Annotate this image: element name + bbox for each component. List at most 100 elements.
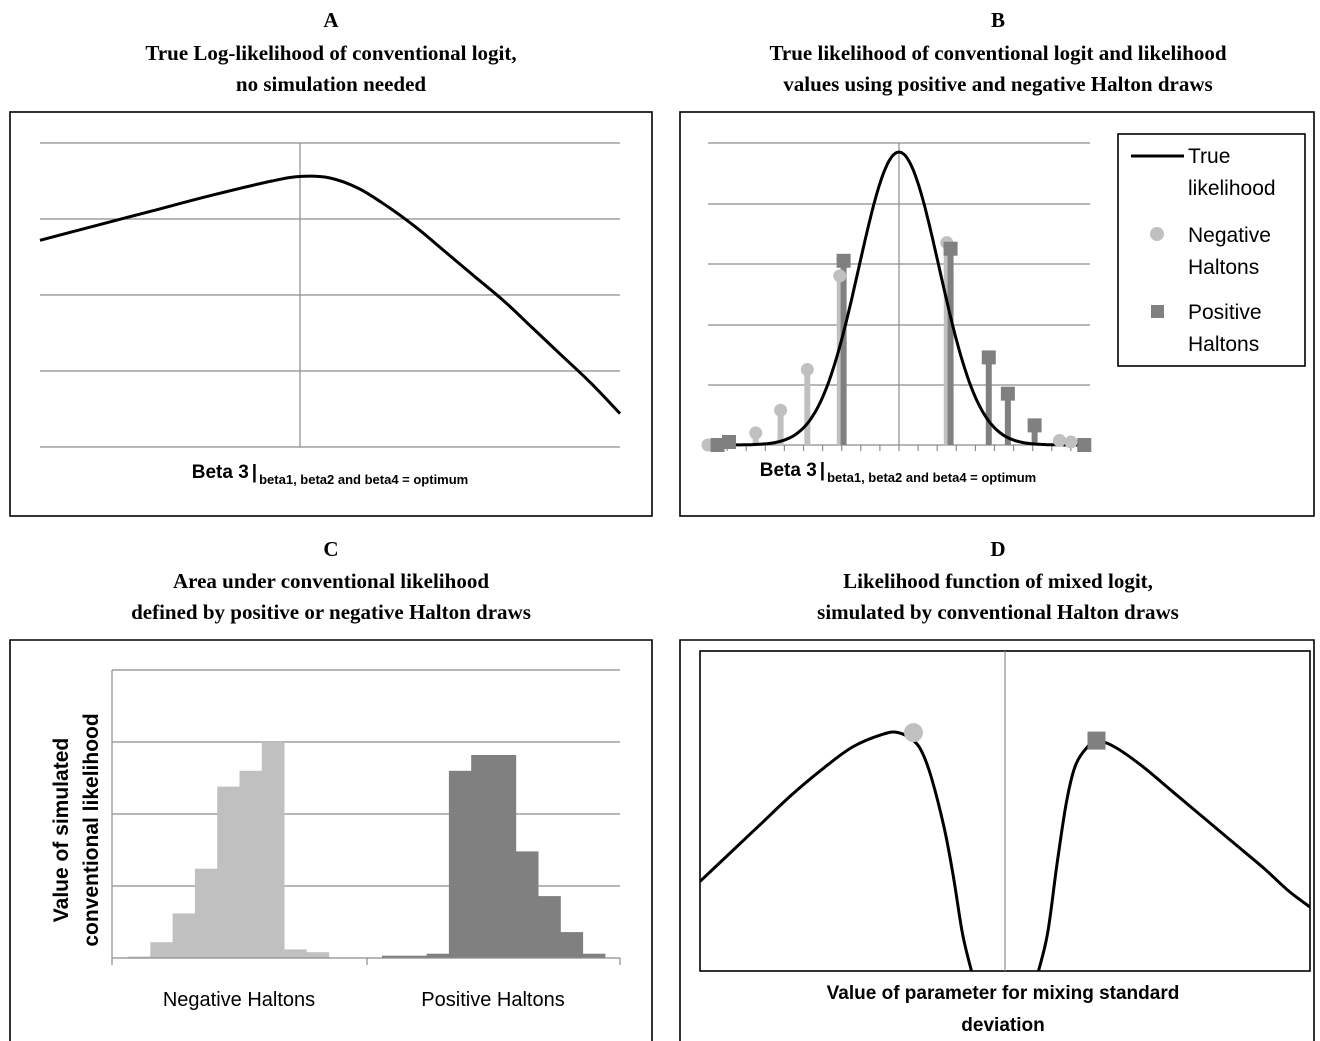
panel-b-positive-stem <box>840 260 847 445</box>
panel-a-x-axis-label-bar: | <box>252 462 257 483</box>
panel-b-positive-point <box>836 253 851 268</box>
panel-c-title-line-2: defined by positive or negative Halton d… <box>131 600 531 624</box>
panel-c-negative-bar <box>306 952 330 958</box>
panel-b-negative-stem <box>836 275 843 445</box>
panel-a-title-line-1: True Log-likelihood of conventional logi… <box>145 41 516 65</box>
panel-d-likelihood-curve-positive <box>1037 739 1310 971</box>
panel-c-positive-bar <box>538 896 561 958</box>
panel-b-legend-true-line-1: True <box>1188 145 1230 168</box>
panel-d-curves <box>700 730 1310 971</box>
panel-b-legend-true-line-2: likelihood <box>1188 177 1276 200</box>
panel-b-positive-stem <box>947 248 954 445</box>
panel-b-x-axis-label-main: Beta 3 <box>760 460 817 481</box>
panel-a-gridlines <box>40 142 620 448</box>
panel-b-negative-point <box>749 426 763 440</box>
panel-c-y-axis-label-line-1: Value of simulated <box>50 738 73 922</box>
panel-b-legend: True likelihood Negative Haltons Positiv… <box>1117 133 1306 367</box>
panel-d-negative-optimum-marker <box>904 723 923 743</box>
panel-b-legend-negative-line-2: Haltons <box>1188 256 1259 279</box>
panel-b-positive-point <box>981 350 996 365</box>
panel-a-letter: A <box>323 8 339 32</box>
panel-b-negative-point <box>774 403 788 417</box>
panel-a-x-axis-label-sub: beta1, beta2 and beta4 = optimum <box>259 472 468 487</box>
panel-a-frame <box>9 111 653 517</box>
panel-c-positive-bar <box>426 953 450 958</box>
panel-b-positive-stem <box>985 357 992 445</box>
panel-c-positive-bar <box>404 955 427 958</box>
panel-b-positive-point <box>710 438 725 452</box>
panel-c-negative-bar <box>261 742 285 958</box>
panel-d-letter: D <box>990 537 1005 561</box>
panel-b-positive-point <box>1027 418 1042 433</box>
panel-c-negative-bar <box>150 942 173 958</box>
panel-b-positive-point <box>943 241 958 256</box>
panel-b-negative-point <box>800 363 814 376</box>
panel-b-legend-positive-line-2: Haltons <box>1188 333 1259 356</box>
panel-c-letter: C <box>323 537 338 561</box>
panel-a-x-axis-label: Beta 3 | beta1, beta2 and beta4 = optimum <box>192 462 469 487</box>
panel-d: D Likelihood function of mixed logit, si… <box>679 537 1315 1041</box>
panel-d-outer-frame <box>679 639 1315 1041</box>
panel-c-negative-bar <box>284 949 307 958</box>
panel-c-positive-bar <box>582 953 606 958</box>
panel-c-negative-bar <box>217 786 240 958</box>
panel-b-legend-circle-marker <box>1150 227 1164 241</box>
panel-d-optimum-markers <box>904 723 1106 750</box>
panel-b-positive-stem <box>1031 425 1038 445</box>
panel-b-positive-stem <box>1004 393 1011 445</box>
panel-c-histogram-bars <box>128 742 606 958</box>
panel-a: A True Log-likelihood of conventional lo… <box>9 8 653 517</box>
panel-c-negative-bar <box>128 956 151 958</box>
panel-d-x-axis-label-line-2: deviation <box>961 1015 1044 1036</box>
panel-b-positive-point <box>1077 438 1092 452</box>
panel-a-x-axis-label-main: Beta 3 <box>192 462 249 483</box>
panel-b-true-likelihood-curve <box>708 150 1090 447</box>
panel-d-title-line-1: Likelihood function of mixed logit, <box>843 569 1153 593</box>
panel-c-positive-bar <box>560 932 584 958</box>
panel-a-title-line-2: no simulation needed <box>236 72 427 96</box>
panel-c-positive-bar <box>493 755 517 958</box>
panel-b-negative-stem <box>777 410 784 445</box>
panel-b-title-line-1: True likelihood of conventional logit an… <box>769 41 1226 65</box>
panel-b-x-axis-label-bar: | <box>820 460 825 481</box>
panel-c-positive-bar <box>471 755 494 958</box>
panel-c-frame <box>9 639 653 1041</box>
panel-c-negative-bar <box>239 770 263 958</box>
panel-d-likelihood-curve-negative <box>700 730 973 971</box>
panel-c-category-positive: Positive Haltons <box>421 989 564 1011</box>
panel-b-legend-box <box>1117 133 1306 367</box>
panel-c-title-line-1: Area under conventional likelihood <box>173 569 489 593</box>
panel-b-draw-stems <box>752 242 1038 445</box>
panel-b-gridlines <box>708 142 1090 446</box>
panel-c-positive-bar <box>382 955 405 958</box>
panel-d-title-line-2: simulated by conventional Halton draws <box>817 600 1179 624</box>
panel-b-legend-negative-line-1: Negative <box>1188 224 1271 247</box>
panel-b-negative-stem <box>943 242 950 445</box>
panel-b-positive-point <box>722 434 737 449</box>
panel-d-positive-optimum-marker <box>1087 731 1106 750</box>
panel-b-letter: B <box>991 8 1005 32</box>
panel-c-negative-bar <box>172 913 196 958</box>
panel-b-x-axis-label: Beta 3 | beta1, beta2 and beta4 = optimum <box>760 460 1037 485</box>
panel-d-x-axis-label-line-1: Value of parameter for mixing standard <box>827 983 1180 1004</box>
panel-c-y-axis-label-line-2: conventional likelihood <box>80 713 103 946</box>
panel-b-x-ticks <box>707 445 1091 451</box>
panel-b-title-line-2: values using positive and negative Halto… <box>783 72 1212 96</box>
panel-b-legend-square-marker <box>1151 305 1164 318</box>
panel-c-positive-bar <box>515 851 539 958</box>
panel-b-legend-positive-line-1: Positive <box>1188 301 1262 324</box>
panel-b-negative-point <box>833 269 847 283</box>
panel-b-frame <box>679 111 1315 517</box>
panel-c-negative-bar <box>194 868 218 958</box>
panel-b-draw-points <box>701 236 1092 452</box>
panel-b-x-axis-label-sub: beta1, beta2 and beta4 = optimum <box>827 470 1036 485</box>
panel-c-category-negative: Negative Haltons <box>163 989 315 1011</box>
panel-c-positive-bar <box>448 770 472 958</box>
panel-a-loglikelihood-curve <box>39 174 622 415</box>
panel-b-negative-point <box>1052 433 1066 447</box>
panel-b-negative-stem <box>804 369 811 445</box>
panel-c: C Area under conventional likelihood def… <box>9 537 653 1041</box>
panel-b: B True likelihood of conventional logit … <box>679 8 1315 517</box>
panel-b-positive-point <box>1000 386 1015 401</box>
